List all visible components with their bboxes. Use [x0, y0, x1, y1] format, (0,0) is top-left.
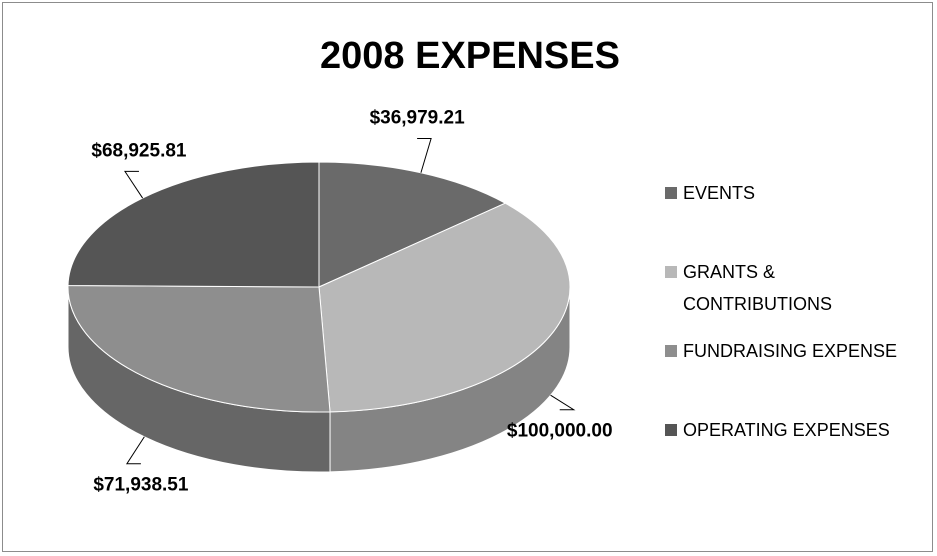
leader-line: [417, 137, 432, 173]
pie-slice: [67, 284, 331, 413]
chart-title: 2008 EXPENSES: [320, 35, 620, 77]
legend-item: FUNDRAISING EXPENSE: [665, 335, 915, 367]
data-label: $36,979.21: [370, 108, 466, 129]
pie-slice: [318, 202, 571, 413]
legend-item: GRANTS & CONTRIBUTIONS: [665, 256, 915, 320]
legend-swatch: [665, 424, 677, 436]
leader-line: [550, 394, 576, 411]
legend-label: GRANTS & CONTRIBUTIONS: [683, 262, 833, 314]
leader-line: [125, 436, 145, 465]
legend-label: FUNDRAISING EXPENSE: [683, 341, 898, 361]
leader-line: [124, 170, 144, 199]
legend-swatch: [665, 187, 677, 199]
legend-item: EVENTS: [665, 177, 915, 209]
data-label: $71,938.51: [93, 475, 189, 496]
legend-label: OPERATING EXPENSES: [683, 420, 890, 440]
legend-label: EVENTS: [683, 183, 756, 203]
legend-swatch: [665, 266, 677, 278]
data-label: $100,000.00: [507, 421, 613, 442]
data-label: $68,925.81: [91, 140, 187, 161]
pie-slice: [67, 161, 320, 288]
legend-item: OPERATING EXPENSES: [665, 414, 915, 446]
legend-swatch: [665, 345, 677, 357]
pie-slice: [318, 161, 507, 288]
